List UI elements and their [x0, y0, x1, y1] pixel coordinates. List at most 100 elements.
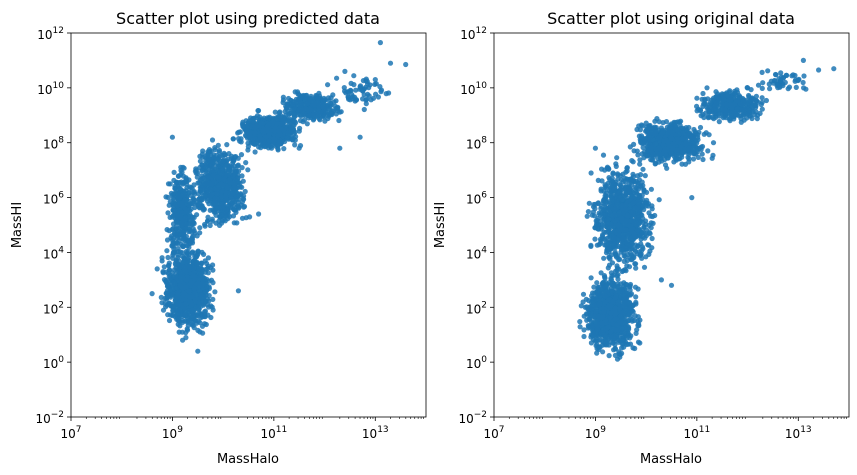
scatter-axes-original: Scatter plot using original data MassHal…	[433, 9, 850, 467]
scatter-point	[634, 227, 641, 233]
scatter-point	[624, 240, 630, 246]
scatter-point	[596, 302, 603, 308]
scatter-point	[206, 284, 212, 290]
scatter-point	[619, 197, 625, 203]
scatter-point	[179, 329, 185, 335]
scatter-point	[292, 89, 298, 95]
scatter-point	[265, 142, 271, 148]
scatter-point	[291, 111, 297, 117]
scatter-point	[285, 130, 291, 136]
scatter-point	[183, 301, 189, 307]
scatter-point	[314, 100, 320, 106]
scatter-point	[615, 171, 621, 177]
scatter-point	[607, 256, 613, 262]
scatter-point	[287, 110, 293, 117]
scatter-point	[200, 154, 206, 160]
scatter-point	[159, 300, 165, 306]
scatter-point	[174, 294, 181, 300]
scatter-point	[630, 345, 636, 351]
scatter-point	[610, 170, 616, 176]
scatter-point	[588, 243, 594, 249]
scatter-point	[625, 341, 631, 347]
scatter-point	[612, 346, 619, 352]
scatter-point	[623, 218, 629, 224]
scatter-point	[166, 267, 173, 273]
scatter-point	[284, 104, 290, 110]
scatter-point	[179, 220, 185, 226]
scatter-point	[614, 273, 620, 279]
scatter-point	[183, 284, 189, 290]
scatter-point	[591, 313, 597, 319]
scatter-point	[316, 108, 322, 114]
scatter-point	[204, 260, 210, 267]
scatter-point	[629, 158, 635, 164]
scatter-point	[230, 136, 236, 142]
scatter-point	[350, 94, 356, 100]
scatter-point	[633, 301, 639, 307]
scatter-point	[168, 190, 174, 196]
scatter-point	[276, 139, 282, 146]
scatter-point	[577, 324, 583, 330]
scatter-point	[643, 254, 649, 260]
scatter-point	[178, 278, 184, 284]
scatter-point	[224, 142, 230, 148]
scatter-point	[214, 152, 220, 158]
scatter-point	[183, 221, 189, 227]
scatter-point	[182, 197, 188, 203]
scatter-point	[638, 184, 644, 190]
scatter-point	[235, 162, 241, 168]
scatter-point	[640, 166, 646, 172]
scatter-point	[302, 96, 308, 102]
scatter-point	[590, 332, 597, 338]
scatter-point	[201, 180, 208, 186]
scatter-point	[635, 339, 642, 345]
scatter-point	[235, 155, 241, 161]
tick-label: 1012	[37, 26, 64, 42]
scatter-point	[203, 289, 209, 295]
scatter-point	[163, 278, 169, 284]
scatter-point	[649, 203, 655, 209]
scatter-point	[197, 158, 203, 164]
scatter-point	[182, 216, 188, 222]
scatter-point	[603, 193, 609, 199]
scatter-point	[166, 260, 172, 266]
scatter-point	[320, 102, 327, 108]
x-axis-label: MassHalo	[217, 452, 279, 467]
scatter-point	[604, 216, 611, 222]
scatter-point	[638, 251, 644, 257]
scatter-point	[364, 96, 370, 102]
scatter-point	[210, 296, 216, 302]
scatter-point	[613, 316, 619, 322]
scatter-point	[178, 213, 184, 219]
scatter-point	[179, 319, 186, 325]
scatter-point	[180, 229, 186, 235]
scatter-point	[322, 108, 328, 114]
scatter-point	[590, 204, 597, 210]
scatter-point	[377, 40, 383, 46]
scatter-point	[641, 188, 647, 194]
scatter-point	[223, 189, 229, 195]
scatter-point	[158, 294, 164, 300]
scatter-point	[633, 190, 639, 196]
scatter-point	[206, 169, 212, 175]
scatter-point	[159, 255, 165, 261]
scatter-point	[276, 128, 282, 134]
scatter-point	[386, 90, 392, 96]
scatter-point	[218, 181, 224, 187]
scatter-point	[216, 222, 223, 228]
scatter-point	[256, 211, 262, 217]
scatter-point	[351, 73, 357, 79]
scatter-point	[608, 252, 615, 258]
scatter-point	[280, 127, 286, 133]
scatter-point	[630, 194, 636, 200]
scatter-point	[333, 98, 339, 104]
scatter-point	[628, 305, 634, 311]
scatter-points	[149, 40, 409, 354]
scatter-point	[266, 138, 272, 144]
scatter-point	[164, 283, 171, 289]
tick-label: 10−2	[35, 410, 64, 426]
scatter-point	[615, 176, 621, 182]
scatter-point	[172, 314, 178, 320]
scatter-point	[235, 288, 241, 294]
scatter-point	[613, 163, 619, 169]
